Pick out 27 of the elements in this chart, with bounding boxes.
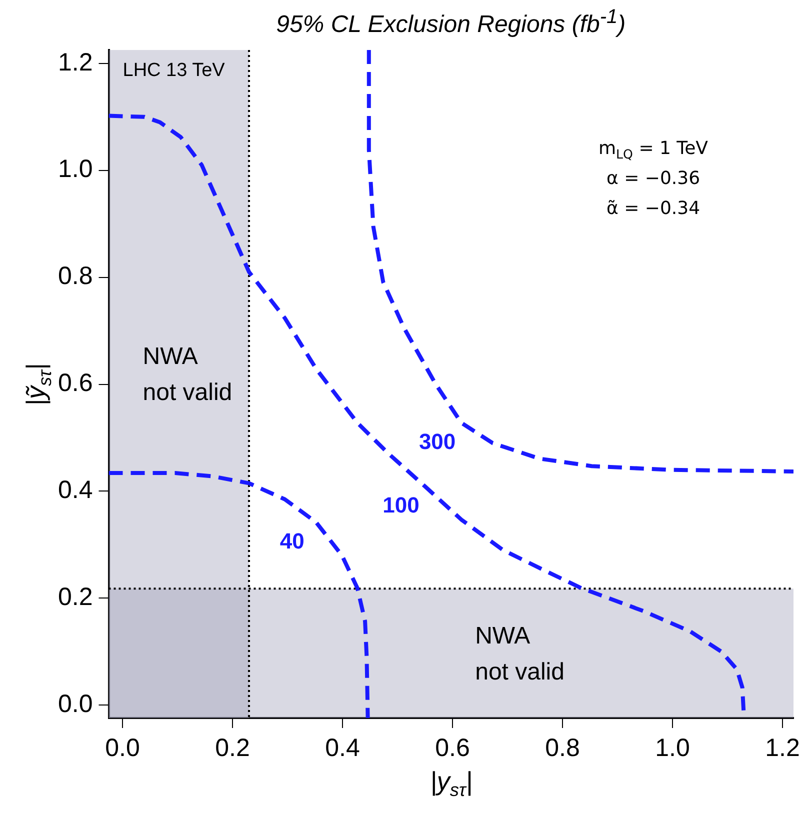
chart-title: 95% CL Exclusion Regions (fb$^{-1}$) xyxy=(276,6,626,39)
annotation: m$_{LQ}$ = 1 TeV xyxy=(598,138,708,162)
x-tick-label: 0.2 xyxy=(215,734,250,762)
y-tick-label: 1.2 xyxy=(58,48,93,76)
y-tick-label: 0.6 xyxy=(58,369,93,398)
band-label: NWA not valid xyxy=(475,622,564,686)
y-tick-label: 1.0 xyxy=(58,155,93,184)
series-label: 300 xyxy=(418,428,456,454)
x-tick-label: 0.4 xyxy=(325,734,360,762)
annotation: α̃ = −0.34 xyxy=(606,198,700,219)
line-series xyxy=(366,50,794,474)
annotation: LHC 13 TeV xyxy=(122,60,225,82)
x-tick-label: 0.6 xyxy=(435,734,470,762)
y-tick-label: 0.0 xyxy=(58,690,93,718)
y-tick-label: 0.2 xyxy=(58,583,93,612)
x-tick-label: 1.2 xyxy=(765,734,800,762)
band-label: NWA not valid xyxy=(142,342,232,406)
annotation: α = −0.36 xyxy=(606,168,700,189)
y-tick-label: 0.8 xyxy=(58,262,93,290)
series-label: 40 xyxy=(280,528,304,554)
x-axis-title: |y$_{sτ}$| xyxy=(430,766,473,802)
line-series xyxy=(108,471,370,718)
x-tick-label: 1.0 xyxy=(655,734,690,762)
series-label: 100 xyxy=(382,492,420,518)
x-tick-label: 0.8 xyxy=(545,734,580,762)
x-tick-label: 0.0 xyxy=(105,734,140,762)
y-tick-label: 0.4 xyxy=(58,476,93,504)
